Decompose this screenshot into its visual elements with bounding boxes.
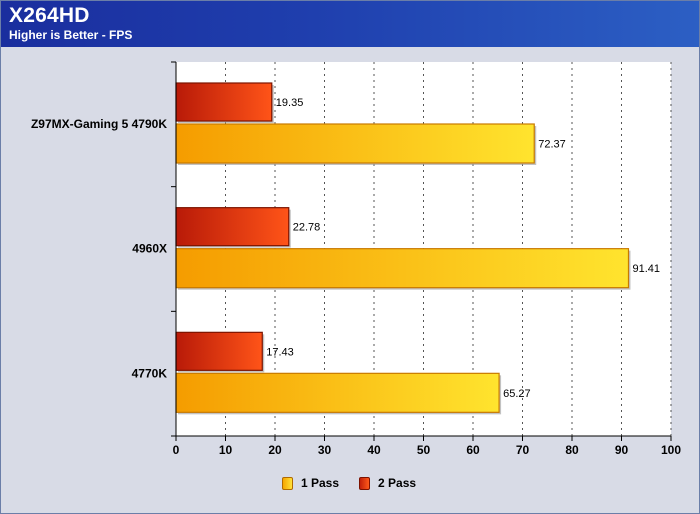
axes [171, 61, 672, 441]
x-tick-label-30: 30 [318, 443, 332, 457]
x-tick-label-80: 80 [565, 443, 579, 457]
category-label-1: 4960X [132, 242, 167, 256]
bar-2-pass-0 [175, 82, 273, 122]
bar-2-pass-1 [175, 207, 290, 247]
bar-1-pass-2 [175, 372, 500, 413]
bar-2-pass-2 [175, 331, 263, 371]
data-label-2-pass-0: 19.35 [276, 97, 304, 109]
data-label-1-pass-0: 72.37 [538, 139, 566, 151]
x-tick-label-60: 60 [466, 443, 480, 457]
chart-subtitle: Higher is Better - FPS [9, 28, 133, 42]
data-label-2-pass-1: 22.78 [293, 222, 321, 234]
labels: 0 10 20 30 40 50 60 70 80 90 100 19.35 72.37 Z97MX-Ga… [31, 97, 681, 457]
x-tick-label-10: 10 [219, 443, 233, 457]
legend-swatch-1-pass [282, 476, 293, 490]
x-tick-label-40: 40 [367, 443, 381, 457]
x-tick-label-0: 0 [173, 443, 180, 457]
x-tick-label-100: 100 [661, 443, 681, 457]
legend-label-2-pass: 2 Pass [378, 476, 417, 490]
x-tick-label-70: 70 [516, 443, 530, 457]
x-tick-label-20: 20 [268, 443, 282, 457]
legend-item-2-pass: 2 Pass [359, 476, 416, 490]
data-label-1-pass-2: 65.27 [503, 388, 531, 400]
bars [175, 82, 631, 415]
legend-swatch-2-pass [359, 476, 371, 490]
data-label-1-pass-1: 91.41 [632, 263, 660, 275]
x-tick-label-90: 90 [615, 443, 629, 457]
chart-title: X264HD [9, 4, 90, 27]
category-label-0: Z97MX-Gaming 5 4790K [31, 117, 167, 131]
legend: 1 Pass 2 Pass [282, 476, 416, 490]
bar-1-pass-0 [175, 123, 535, 164]
category-label-2: 4770K [132, 366, 168, 380]
chart-header: X264HD Higher is Better - FPS [1, 1, 699, 47]
bar-1-pass-1 [175, 248, 630, 289]
legend-label-1-pass: 1 Pass [301, 476, 340, 490]
legend-item-1-pass: 1 Pass [282, 476, 339, 490]
x-tick-label-50: 50 [417, 443, 431, 457]
data-label-2-pass-2: 17.43 [266, 346, 294, 358]
